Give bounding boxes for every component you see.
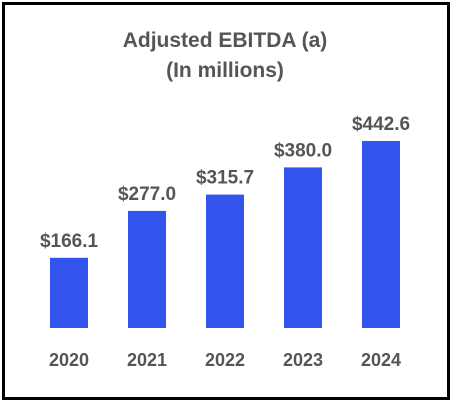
chart-subtitle: (In millions) <box>166 59 284 82</box>
x-tick-label-2024: 2024 <box>361 350 401 370</box>
value-label-2021: $277.0 <box>118 184 176 205</box>
value-label-2024: $442.6 <box>352 114 410 135</box>
x-tick-label-2022: 2022 <box>205 350 245 370</box>
bar-2022 <box>206 194 244 328</box>
chart-title: Adjusted EBITDA (a) <box>122 29 328 52</box>
value-label-2023: $380.0 <box>274 140 332 161</box>
bar-2021 <box>128 210 166 328</box>
bar-2020 <box>50 257 88 328</box>
x-tick-label-2021: 2021 <box>127 350 167 370</box>
value-label-2020: $166.1 <box>40 231 99 252</box>
value-label-2022: $315.7 <box>196 168 254 189</box>
x-tick-label-2020: 2020 <box>49 350 89 370</box>
bar-2023 <box>284 167 322 328</box>
bar-2024 <box>362 140 400 328</box>
x-tick-label-2023: 2023 <box>283 350 323 370</box>
